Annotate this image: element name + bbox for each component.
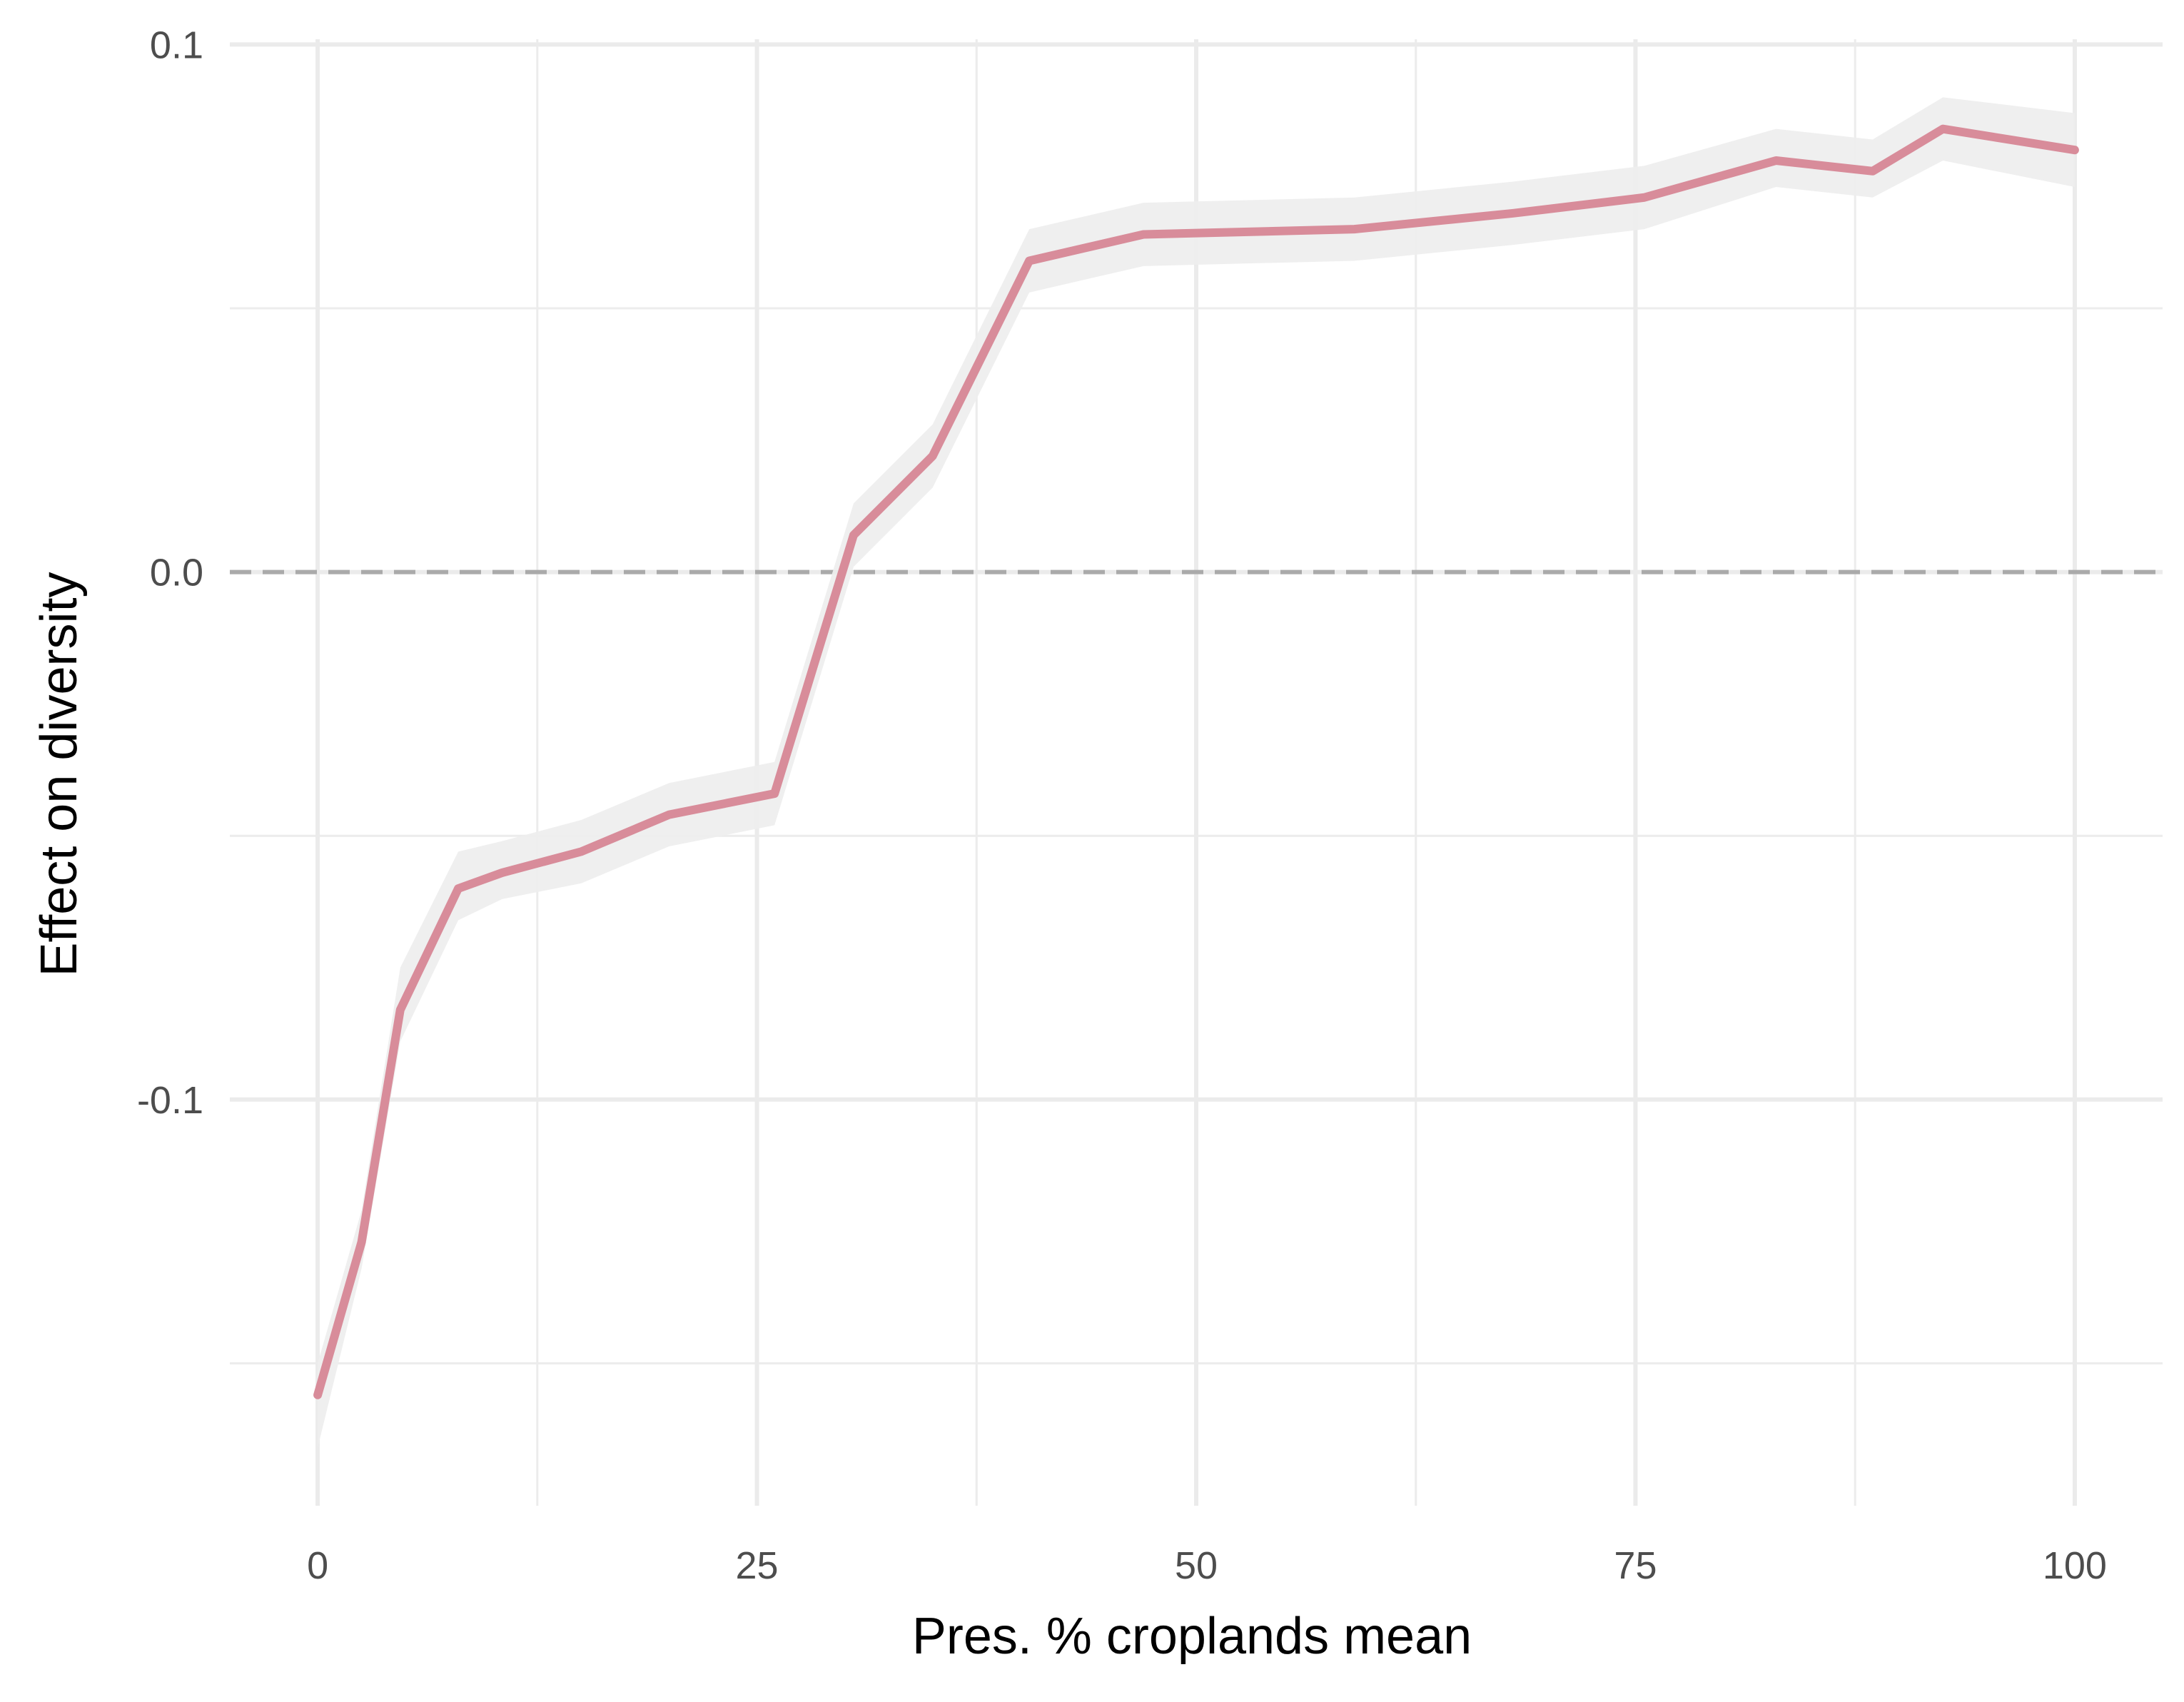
x-tick-label: 75 (1614, 1544, 1657, 1587)
y-tick-label: -0.1 (137, 1079, 203, 1122)
y-axis-title: Effect on diversity (31, 572, 88, 977)
y-tick-label: 0.0 (150, 552, 203, 594)
y-axis-ticks: -0.1 0.0 0.1 (137, 24, 203, 1121)
y-tick-label: 0.1 (150, 24, 203, 66)
x-tick-label: 25 (736, 1544, 779, 1587)
x-axis-ticks: 0 25 50 75 100 (307, 1544, 2107, 1587)
x-tick-label: 50 (1175, 1544, 1218, 1587)
x-tick-label: 0 (307, 1544, 328, 1587)
series-line (313, 124, 2079, 1399)
x-axis-title: Pres. % croplands mean (912, 1608, 1472, 1665)
x-tick-label: 100 (2043, 1544, 2107, 1587)
effect-line (313, 124, 2079, 1399)
